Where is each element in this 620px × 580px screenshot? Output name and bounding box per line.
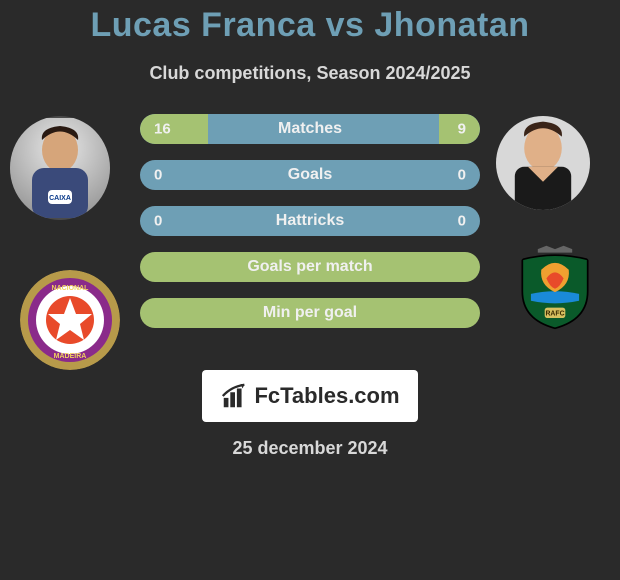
fctables-logo: FcTables.com: [202, 370, 418, 422]
stat-label: Min per goal: [263, 304, 357, 321]
comparison-panel: CAIXA NACIONAL MADEIRA: [0, 120, 620, 350]
stat-bar-goals-per-match: Goals per match: [140, 252, 480, 282]
stat-bar-hattricks: 0 Hattricks 0: [140, 206, 480, 236]
stat-bars: 16 Matches 9 0 Goals 0 0 Hattricks 0 Goa…: [140, 114, 480, 344]
logo-text: FcTables.com: [254, 383, 399, 409]
svg-text:MADEIRA: MADEIRA: [54, 353, 87, 360]
svg-text:NACIONAL: NACIONAL: [52, 285, 90, 292]
svg-text:RAFC: RAFC: [545, 310, 564, 317]
stat-value-left: 16: [154, 121, 171, 138]
stat-value-left: 0: [154, 167, 162, 184]
chart-icon: [220, 381, 250, 411]
stat-value-right: 0: [458, 213, 466, 230]
date-label: 25 december 2024: [232, 438, 387, 459]
stat-label: Matches: [278, 120, 342, 138]
stat-value-left: 0: [154, 213, 162, 230]
stat-label: Goals: [288, 166, 332, 184]
stat-label: Hattricks: [276, 212, 344, 230]
stat-value-right: 0: [458, 167, 466, 184]
player-right-avatar: [496, 116, 590, 210]
stat-bar-matches: 16 Matches 9: [140, 114, 480, 144]
stat-bar-fill-left: [140, 114, 208, 144]
team-right-crest: RAFC: [512, 244, 598, 330]
stat-bar-min-per-goal: Min per goal: [140, 298, 480, 328]
player-left-avatar: CAIXA: [10, 116, 110, 220]
stat-value-right: 9: [458, 121, 466, 138]
stat-label: Goals per match: [247, 258, 372, 275]
svg-text:CAIXA: CAIXA: [49, 195, 71, 202]
stat-bar-goals: 0 Goals 0: [140, 160, 480, 190]
subtitle: Club competitions, Season 2024/2025: [0, 63, 620, 84]
team-left-crest: NACIONAL MADEIRA: [20, 270, 120, 370]
page-title: Lucas Franca vs Jhonatan: [0, 0, 620, 45]
